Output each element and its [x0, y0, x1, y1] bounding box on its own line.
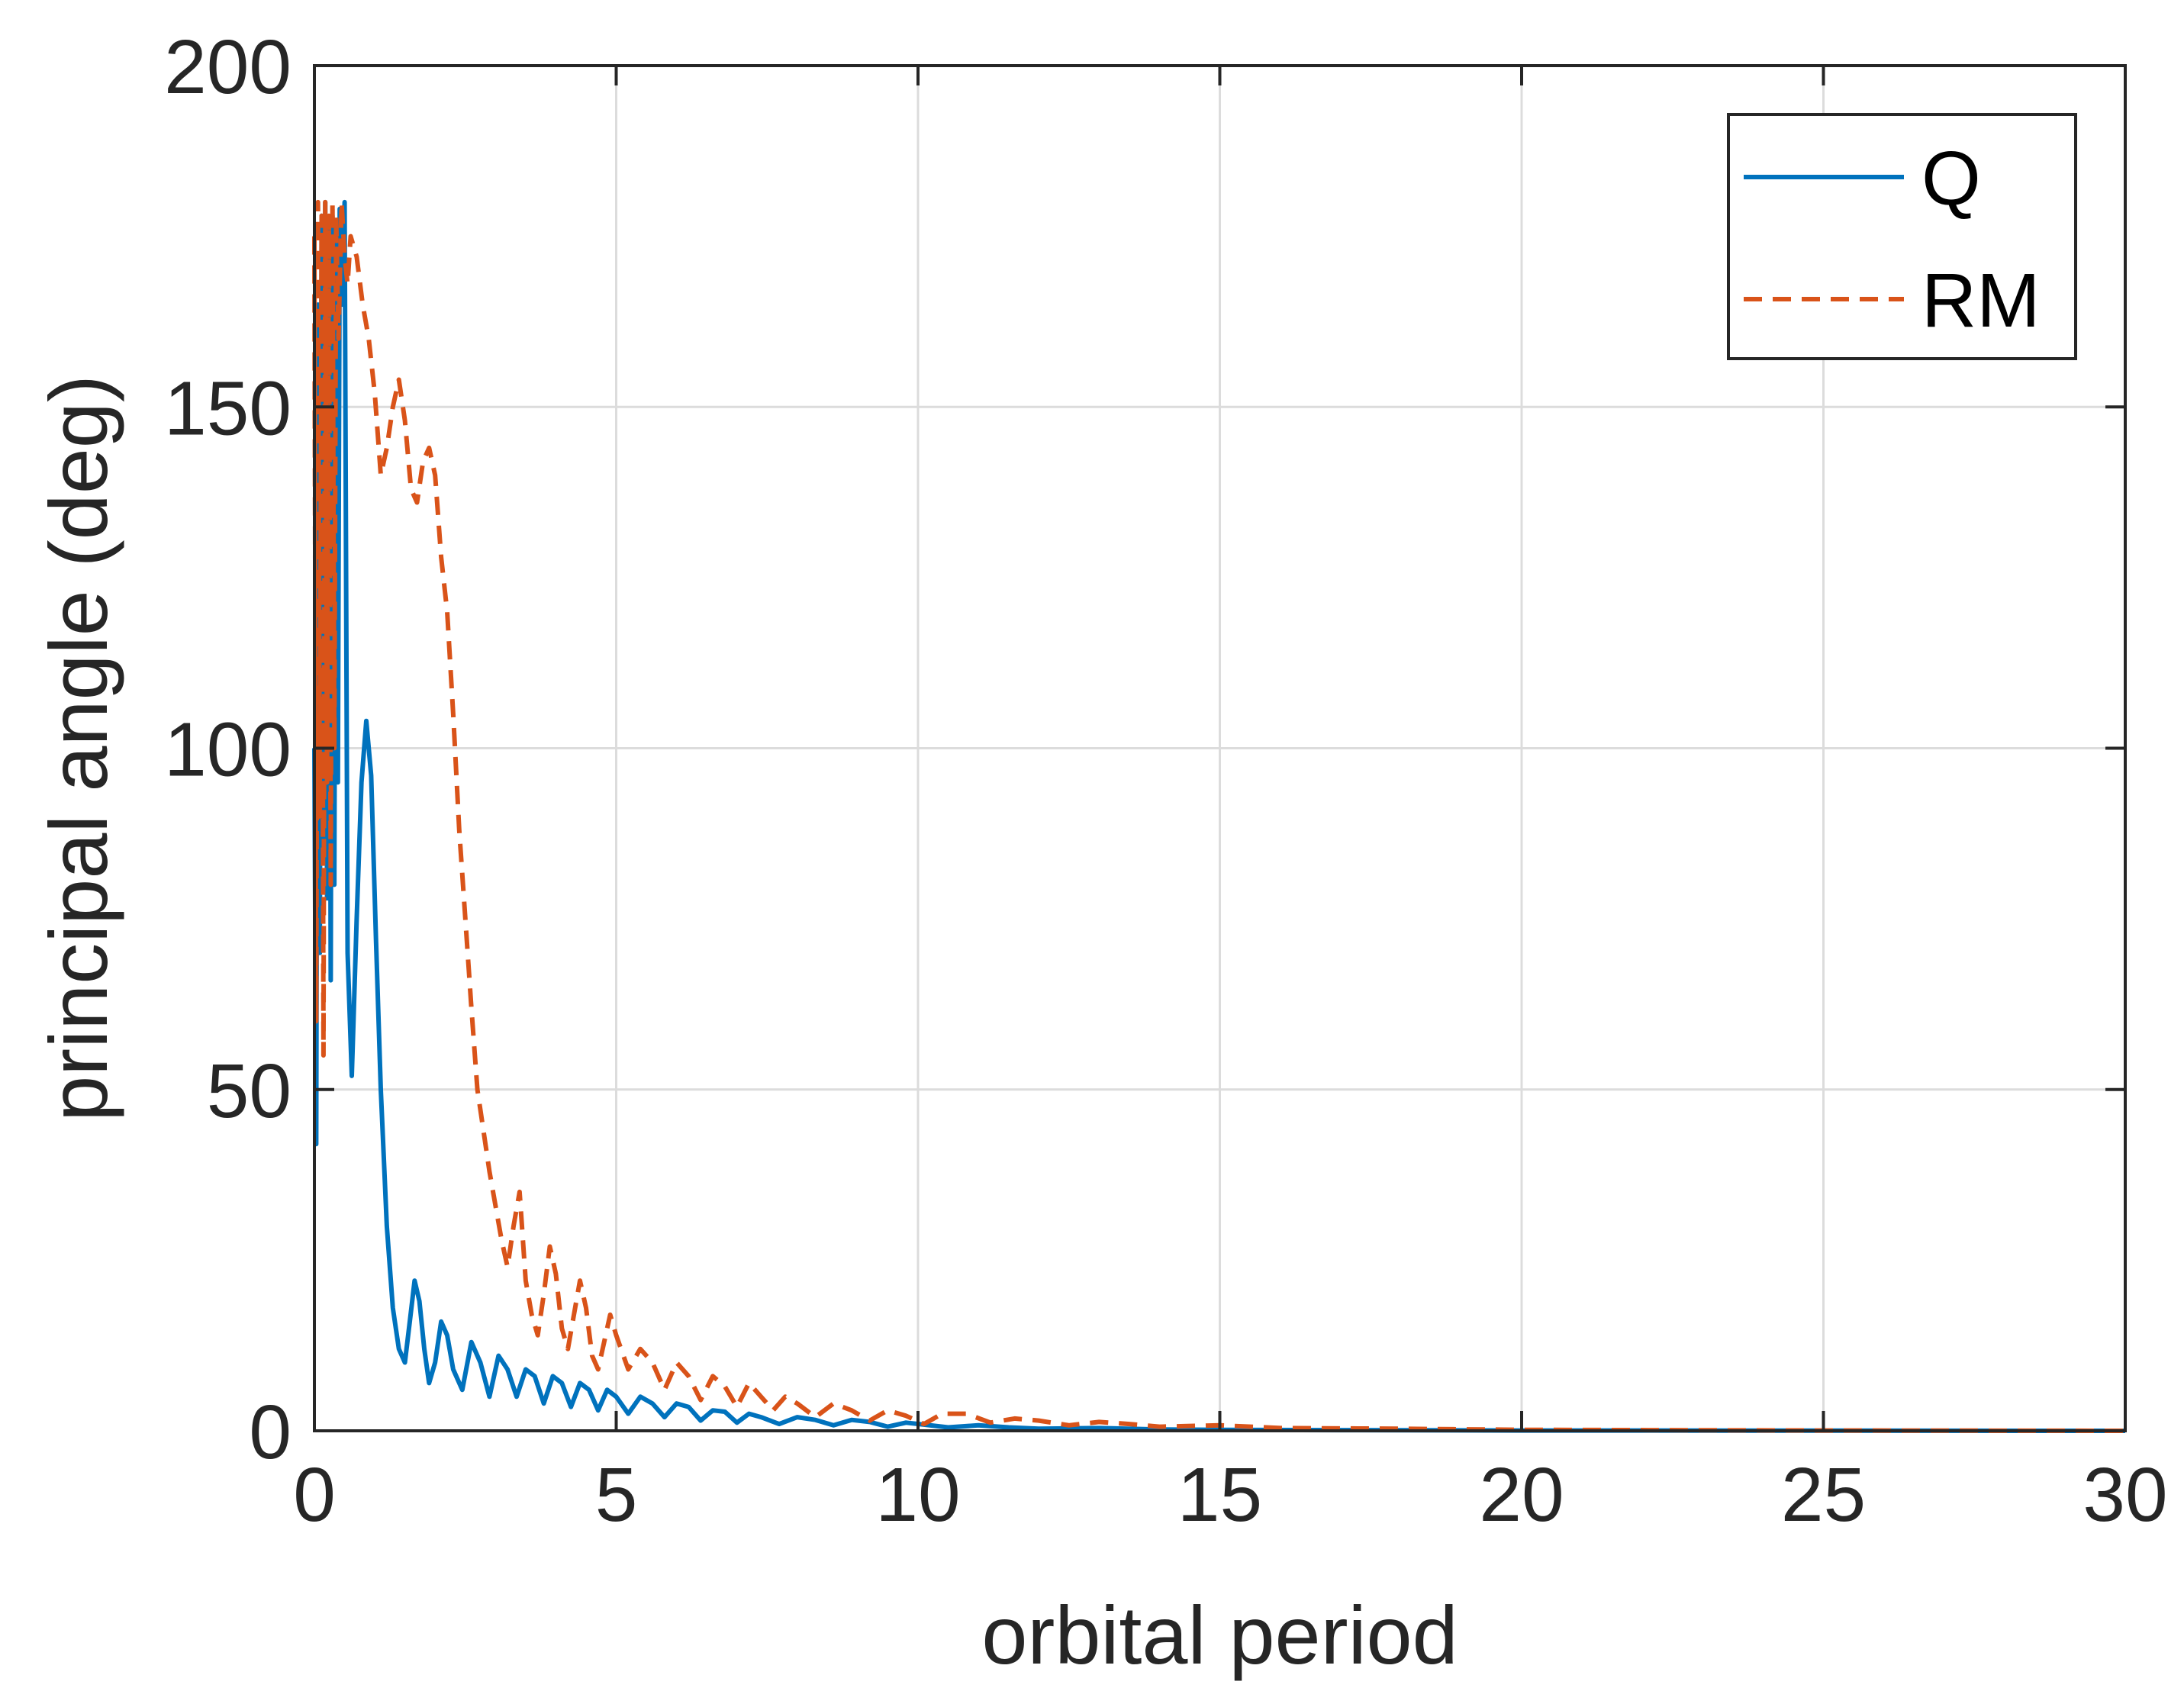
axes: 0 5 10 15 20 25 30 0 50 100 150 200	[164, 24, 2167, 1538]
series-lines	[312, 199, 2126, 1433]
legend-label-rm: RM	[1921, 258, 2041, 343]
legend-label-q: Q	[1921, 136, 1981, 221]
y-tick-label: 150	[164, 366, 292, 451]
x-tick-label: 30	[2083, 1452, 2167, 1538]
x-tick-label: 15	[1177, 1452, 1262, 1538]
x-tick-label: 25	[1781, 1452, 1866, 1538]
x-tick-label: 10	[875, 1452, 960, 1538]
legend: Q RM	[1727, 113, 2077, 360]
y-tick-label: 100	[164, 707, 292, 793]
y-tick-label: 0	[249, 1390, 292, 1475]
x-tick-label: 5	[595, 1452, 638, 1538]
y-tick-label: 200	[164, 24, 292, 110]
y-axis-title: principal angle (deg)	[32, 375, 124, 1122]
y-tick-label: 50	[207, 1048, 292, 1134]
legend-box	[1727, 113, 2077, 360]
x-tick-label: 20	[1479, 1452, 1564, 1538]
x-axis-title: orbital period	[981, 1589, 1458, 1681]
series-line-rm	[312, 199, 2126, 1433]
x-tick-label: 0	[293, 1452, 336, 1538]
